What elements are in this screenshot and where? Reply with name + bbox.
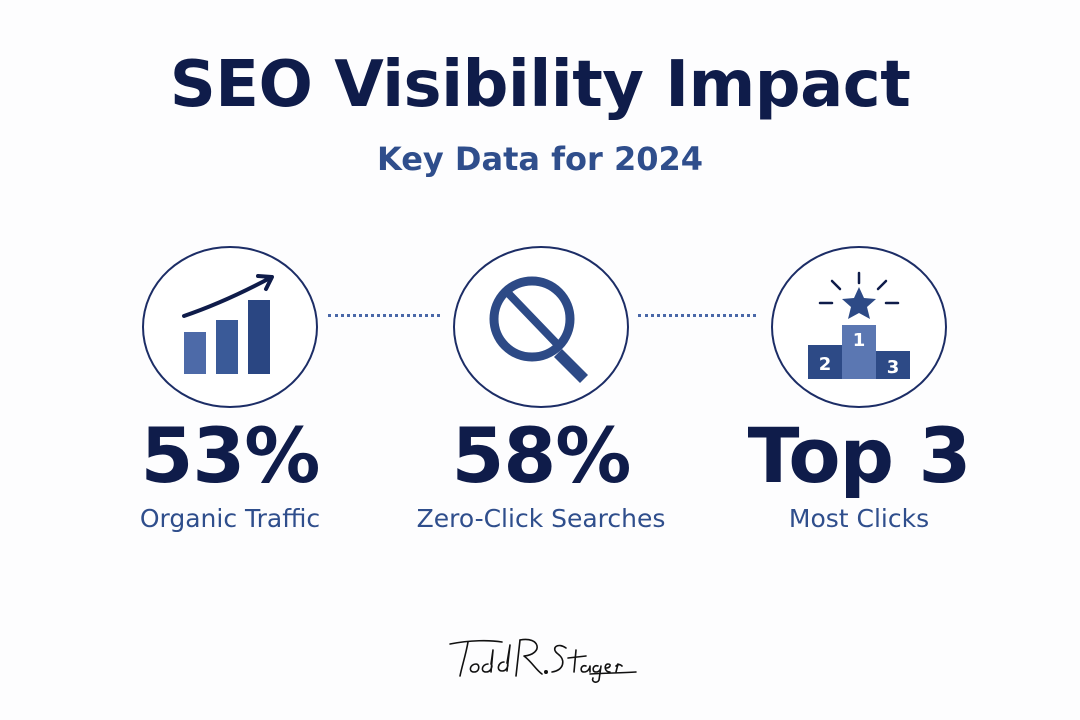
trend-arrow <box>182 276 272 318</box>
handle <box>554 349 588 383</box>
page-title: SEO Visibility Impact <box>169 48 911 122</box>
stat-value: 58% <box>451 411 632 500</box>
stat-label: Organic Traffic <box>139 504 321 533</box>
page-subtitle: Key Data for 2024 <box>376 140 703 178</box>
icon-circle: 2 1 3 <box>771 246 947 408</box>
bar-chart-growth-icon <box>182 274 274 374</box>
podium-number: 1 <box>853 330 866 351</box>
stat-value: 53% <box>140 411 321 500</box>
icon-circle <box>142 246 318 408</box>
stat-label: Most Clicks <box>788 504 930 533</box>
podium-second <box>808 345 842 379</box>
icon-circle <box>453 246 629 408</box>
stat-value: Top 3 <box>747 411 972 500</box>
stat-zero-click: 58% Zero-Click Searches <box>381 246 701 533</box>
magnifier-no-click-icon <box>489 276 588 383</box>
trend-arrowhead <box>256 274 274 291</box>
stat-organic-traffic: 53% Organic Traffic <box>70 246 390 533</box>
bar <box>216 320 238 374</box>
stat-label: Zero-Click Searches <box>416 504 666 533</box>
stat-top-three: 2 1 3 Top 3 Most Clicks <box>699 246 1019 533</box>
podium-third <box>876 351 910 379</box>
podium-star-icon: 2 1 3 <box>808 271 910 379</box>
podium-number: 2 <box>819 354 832 375</box>
prohibit-slash <box>504 289 562 349</box>
sparkle-lines <box>818 271 900 305</box>
star-icon <box>842 287 876 319</box>
podium-number: 3 <box>887 357 900 378</box>
dotted-connector <box>638 314 756 317</box>
bar <box>248 300 270 374</box>
dotted-connector <box>328 314 440 317</box>
signature <box>449 638 637 683</box>
bar <box>184 332 206 374</box>
podium-first <box>842 325 876 379</box>
